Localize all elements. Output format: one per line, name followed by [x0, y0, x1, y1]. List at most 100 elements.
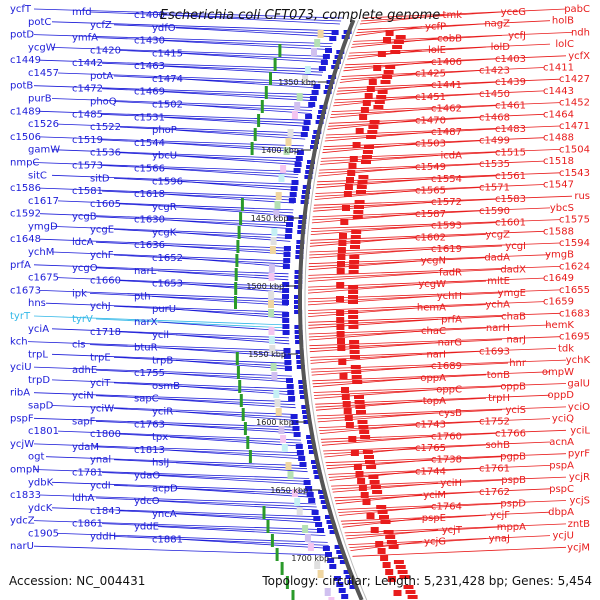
gene-label[interactable]: c1649 — [543, 273, 574, 284]
gene-label[interactable]: c1592 — [10, 209, 41, 220]
gene-label[interactable]: ycgW — [28, 42, 56, 53]
gene-label[interactable]: trpE — [90, 352, 111, 363]
gene-label[interactable]: lolE — [428, 45, 446, 56]
gene-label[interactable]: c1652 — [152, 253, 183, 264]
gene-label[interactable]: c1760 — [431, 431, 462, 442]
gene-label[interactable]: ymfA — [72, 33, 98, 44]
gene-label[interactable]: purB — [28, 94, 52, 105]
gene-label[interactable]: pspB — [501, 475, 526, 486]
gene-label[interactable]: c1764 — [431, 502, 462, 513]
gene-label[interactable]: ynal — [90, 455, 111, 466]
gene-label[interactable]: oppC — [436, 385, 462, 396]
gene-label[interactable]: adhE — [72, 365, 97, 376]
gene-label[interactable]: c1587 — [415, 209, 446, 220]
gene-label[interactable]: sapC — [134, 394, 159, 405]
gene-label[interactable]: c1813 — [134, 445, 165, 456]
gene-label[interactable]: yceG — [501, 7, 526, 18]
gene-label[interactable]: ymgD — [28, 221, 58, 232]
gene-label[interactable]: ycfX — [568, 51, 590, 62]
gene-label[interactable]: hemK — [545, 320, 574, 331]
gene-label[interactable]: c1743 — [415, 420, 446, 431]
gene-label[interactable]: c1487 — [431, 127, 462, 138]
gene-label[interactable]: ycfT — [10, 4, 32, 15]
gene-label[interactable]: c1403 — [495, 54, 526, 65]
gene-label[interactable]: c1443 — [543, 86, 574, 97]
gene-label[interactable]: c1624 — [559, 261, 590, 272]
gene-label[interactable]: c1464 — [543, 109, 574, 120]
gene-label[interactable]: c1617 — [28, 196, 59, 207]
gene-label[interactable]: c1801 — [28, 426, 59, 437]
gene-label[interactable]: pspA — [549, 460, 574, 471]
gene-label[interactable]: lolC — [555, 39, 574, 50]
gene-label[interactable]: phoQ — [90, 97, 117, 108]
gene-label[interactable]: osmB — [152, 381, 180, 392]
gene-label[interactable]: ycjF — [490, 510, 510, 521]
gene-label[interactable]: holB — [552, 16, 574, 27]
gene-label[interactable]: ycgR — [152, 202, 177, 213]
gene-label[interactable]: ipk — [72, 288, 87, 299]
gene-label[interactable]: sohB — [485, 440, 510, 451]
gene-label[interactable]: potA — [90, 71, 113, 82]
gene-label[interactable]: narG — [438, 338, 462, 349]
gene-label[interactable]: c1441 — [431, 80, 462, 91]
gene-label[interactable]: c1450 — [479, 89, 510, 100]
gene-label[interactable]: c1420 — [90, 45, 121, 56]
gene-label[interactable]: ybcS — [550, 203, 574, 214]
gene-label[interactable]: c1483 — [495, 124, 526, 135]
gene-label[interactable]: ldcA — [72, 237, 94, 248]
gene-label[interactable]: pspC — [549, 484, 574, 495]
gene-label[interactable]: purU — [152, 304, 176, 315]
gene-label[interactable]: ycgZ — [485, 229, 510, 240]
gene-label[interactable]: c1474 — [152, 74, 183, 85]
gene-label[interactable]: pgpB — [500, 452, 526, 463]
gene-label[interactable]: c1653 — [152, 279, 183, 290]
gene-label[interactable]: c1905 — [28, 528, 59, 539]
gene-label[interactable]: fadR — [439, 267, 462, 278]
gene-label[interactable]: c1761 — [479, 463, 510, 474]
gene-label[interactable]: c1430 — [134, 36, 165, 47]
gene-label[interactable]: c1593 — [431, 221, 462, 232]
gene-label[interactable]: c1439 — [495, 77, 526, 88]
gene-label[interactable]: mppA — [497, 522, 526, 533]
gene-label[interactable]: pyrF — [568, 449, 590, 460]
gene-label[interactable]: dadA — [484, 253, 510, 264]
gene-label[interactable]: sapD — [28, 401, 54, 412]
gene-label[interactable]: pspE — [422, 513, 446, 524]
gene-label[interactable]: narL — [134, 266, 157, 277]
gene-label[interactable]: ycgE — [90, 224, 114, 235]
gene-label[interactable]: yddH — [90, 531, 116, 542]
gene-label[interactable]: c1547 — [543, 180, 574, 191]
gene-label[interactable]: c1752 — [479, 417, 510, 428]
gene-label[interactable]: yciW — [90, 404, 114, 415]
gene-label[interactable]: kch — [10, 337, 28, 348]
gene-label[interactable]: c1765 — [415, 443, 446, 454]
gene-label[interactable]: c1469 — [134, 87, 165, 98]
gene-label[interactable]: c1683 — [559, 308, 590, 319]
gene-label[interactable]: c1619 — [431, 244, 462, 255]
gene-label[interactable]: ydbK — [28, 477, 54, 488]
gene-label[interactable]: c1536 — [90, 148, 121, 159]
gene-label[interactable]: ychH — [437, 291, 462, 302]
gene-label[interactable]: yciS — [505, 405, 526, 416]
gene-label[interactable]: c1462 — [431, 104, 462, 115]
gene-label[interactable]: ompW — [542, 367, 574, 378]
gene-label[interactable]: c1590 — [479, 206, 510, 217]
gene-label[interactable]: c1489 — [10, 106, 41, 117]
gene-label[interactable]: ymgB — [545, 250, 574, 261]
gene-label[interactable]: prfA — [10, 260, 31, 271]
gene-label[interactable]: pth — [134, 291, 151, 302]
gene-label[interactable]: c1499 — [479, 136, 510, 147]
gene-label[interactable]: c1572 — [431, 197, 462, 208]
gene-label[interactable]: yciA — [28, 324, 49, 335]
gene-label[interactable]: yciH — [440, 478, 462, 489]
gene-label[interactable]: c1588 — [543, 226, 574, 237]
gene-label[interactable]: cysB — [439, 408, 463, 419]
gene-label[interactable]: narU — [10, 541, 34, 552]
gene-label[interactable]: tyrT — [10, 311, 31, 322]
gene-label[interactable]: ydaO — [134, 471, 160, 482]
gene-label[interactable]: c1881 — [152, 534, 183, 545]
gene-label[interactable]: ycjT — [442, 525, 463, 536]
gene-label[interactable]: c1549 — [415, 162, 446, 173]
gene-label[interactable]: c1833 — [10, 490, 41, 501]
gene-label[interactable]: ydcK — [28, 503, 53, 514]
